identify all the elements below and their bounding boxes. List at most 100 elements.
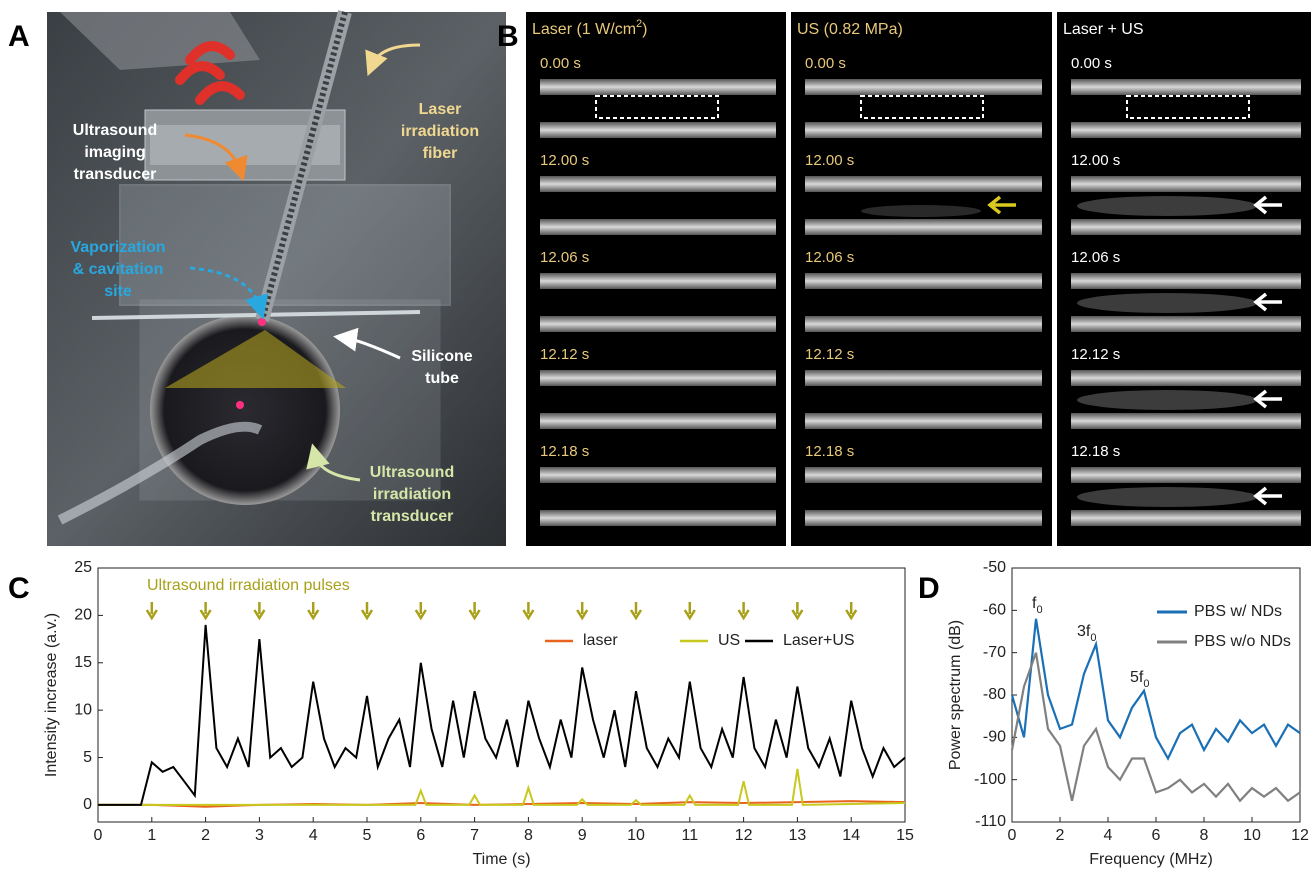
- photo-label: site: [104, 283, 132, 300]
- peak-label-main: 5f: [1130, 669, 1144, 686]
- y-tick-label: -60: [983, 602, 1006, 619]
- x-tick-label: 10: [1243, 827, 1261, 844]
- y-tick-label: 20: [74, 607, 92, 624]
- vessel-wall: [1071, 273, 1301, 289]
- x-tick-label: 2: [201, 827, 210, 844]
- photo-label: transducer: [371, 508, 454, 525]
- time-label: 12.18 s: [805, 443, 854, 460]
- vessel-wall: [805, 510, 1042, 526]
- pulse-arrow: [523, 602, 533, 618]
- peak-label-sub: 0: [1143, 678, 1149, 690]
- y-tick-label: 10: [74, 701, 92, 718]
- time-label: 12.12 s: [1071, 346, 1120, 363]
- pulse-arrow: [147, 602, 157, 618]
- x-tick-label: 12: [735, 827, 753, 844]
- photo-label: irradiation: [401, 123, 479, 140]
- x-tick-label: 0: [1008, 827, 1017, 844]
- x-tick-label: 7: [470, 827, 479, 844]
- title-part: ): [642, 21, 647, 38]
- vessel-wall: [805, 79, 1042, 95]
- vessel-wall: [540, 219, 776, 235]
- panel-label: C: [8, 572, 30, 605]
- column-title: US (0.82 MPa): [797, 21, 903, 38]
- photo-label: Silicone: [411, 348, 472, 365]
- vessel-wall: [540, 467, 776, 483]
- photo-label: Ultrasound: [370, 464, 454, 481]
- x-axis-label: Frequency (MHz): [1089, 851, 1213, 868]
- y-tick-label: -50: [983, 559, 1006, 576]
- pulse-arrow: [577, 602, 587, 618]
- x-tick-label: 6: [416, 827, 425, 844]
- vessel-wall: [805, 122, 1042, 138]
- time-label: 12.00 s: [540, 152, 589, 169]
- figure: ABCDUltrasoundimagingtransducerLaserirra…: [0, 0, 1311, 873]
- x-tick-label: 3: [255, 827, 264, 844]
- photo-label: Laser: [419, 101, 462, 118]
- series-line: [98, 625, 905, 805]
- peak-label: f0: [1032, 595, 1043, 616]
- pulse-arrow: [362, 602, 372, 618]
- x-tick-label: 2: [1056, 827, 1065, 844]
- y-axis-label: Intensity increase (a.v.): [43, 613, 60, 777]
- vessel-wall: [1071, 510, 1301, 526]
- series-line: [1012, 653, 1300, 801]
- photo-label: tube: [425, 370, 459, 387]
- column-title: Laser (1 W/cm2): [532, 18, 647, 38]
- pulse-arrow: [685, 602, 695, 618]
- vessel-wall: [1071, 176, 1301, 192]
- x-axis-label: Time (s): [472, 851, 530, 868]
- panel-label: A: [8, 20, 30, 53]
- vessel-wall: [805, 370, 1042, 386]
- x-tick-label: 12: [1291, 827, 1309, 844]
- y-tick-label: -80: [983, 686, 1006, 703]
- vessel-wall: [540, 79, 776, 95]
- time-label: 12.12 s: [540, 346, 589, 363]
- vessel-wall: [1071, 219, 1301, 235]
- x-tick-label: 6: [1152, 827, 1161, 844]
- y-tick-label: 25: [74, 559, 92, 576]
- time-label: 12.00 s: [1071, 152, 1120, 169]
- legend-label: PBS w/o NDs: [1194, 633, 1291, 650]
- photo-label: Ultrasound: [73, 122, 157, 139]
- peak-label-sub: 0: [1090, 632, 1096, 644]
- x-tick-label: 1: [147, 827, 156, 844]
- x-tick-label: 9: [578, 827, 587, 844]
- time-label: 0.00 s: [1071, 55, 1112, 72]
- photo-label: transducer: [74, 166, 157, 183]
- panel-label: D: [918, 572, 940, 605]
- time-label: 12.18 s: [540, 443, 589, 460]
- x-tick-label: 0: [94, 827, 103, 844]
- vessel-wall: [540, 176, 776, 192]
- vessel-wall: [1071, 122, 1301, 138]
- vessel-wall: [805, 316, 1042, 332]
- vessel-wall: [805, 413, 1042, 429]
- panel-label: B: [497, 20, 519, 53]
- pulse-arrow: [792, 602, 802, 618]
- pulse-arrow: [846, 602, 856, 618]
- pulse-arrow: [201, 602, 211, 618]
- vessel-wall: [1071, 79, 1301, 95]
- peak-label: 5f0: [1130, 669, 1149, 690]
- photo-label: fiber: [423, 145, 458, 162]
- annotation: Ultrasound irradiation pulses: [147, 577, 350, 594]
- pulse-arrow: [470, 602, 480, 618]
- vessel-wall: [1071, 413, 1301, 429]
- legend-label: laser: [583, 632, 618, 649]
- pulse-arrow: [631, 602, 641, 618]
- pulse-arrow: [739, 602, 749, 618]
- vessel-wall: [1071, 370, 1301, 386]
- time-label: 12.00 s: [805, 152, 854, 169]
- photo-label: irradiation: [373, 486, 451, 503]
- x-tick-label: 15: [896, 827, 914, 844]
- photo-label: & cavitation: [73, 261, 164, 278]
- vessel-wall: [540, 316, 776, 332]
- peak-label: 3f0: [1077, 623, 1096, 644]
- vessel-wall: [540, 510, 776, 526]
- vessel-wall: [540, 273, 776, 289]
- photo-label: Vaporization: [70, 239, 165, 256]
- time-label: 12.18 s: [1071, 443, 1120, 460]
- cavitation: [1077, 196, 1257, 216]
- peak-label-main: 3f: [1077, 623, 1091, 640]
- time-label: 0.00 s: [540, 55, 581, 72]
- y-tick-label: 0: [83, 796, 92, 813]
